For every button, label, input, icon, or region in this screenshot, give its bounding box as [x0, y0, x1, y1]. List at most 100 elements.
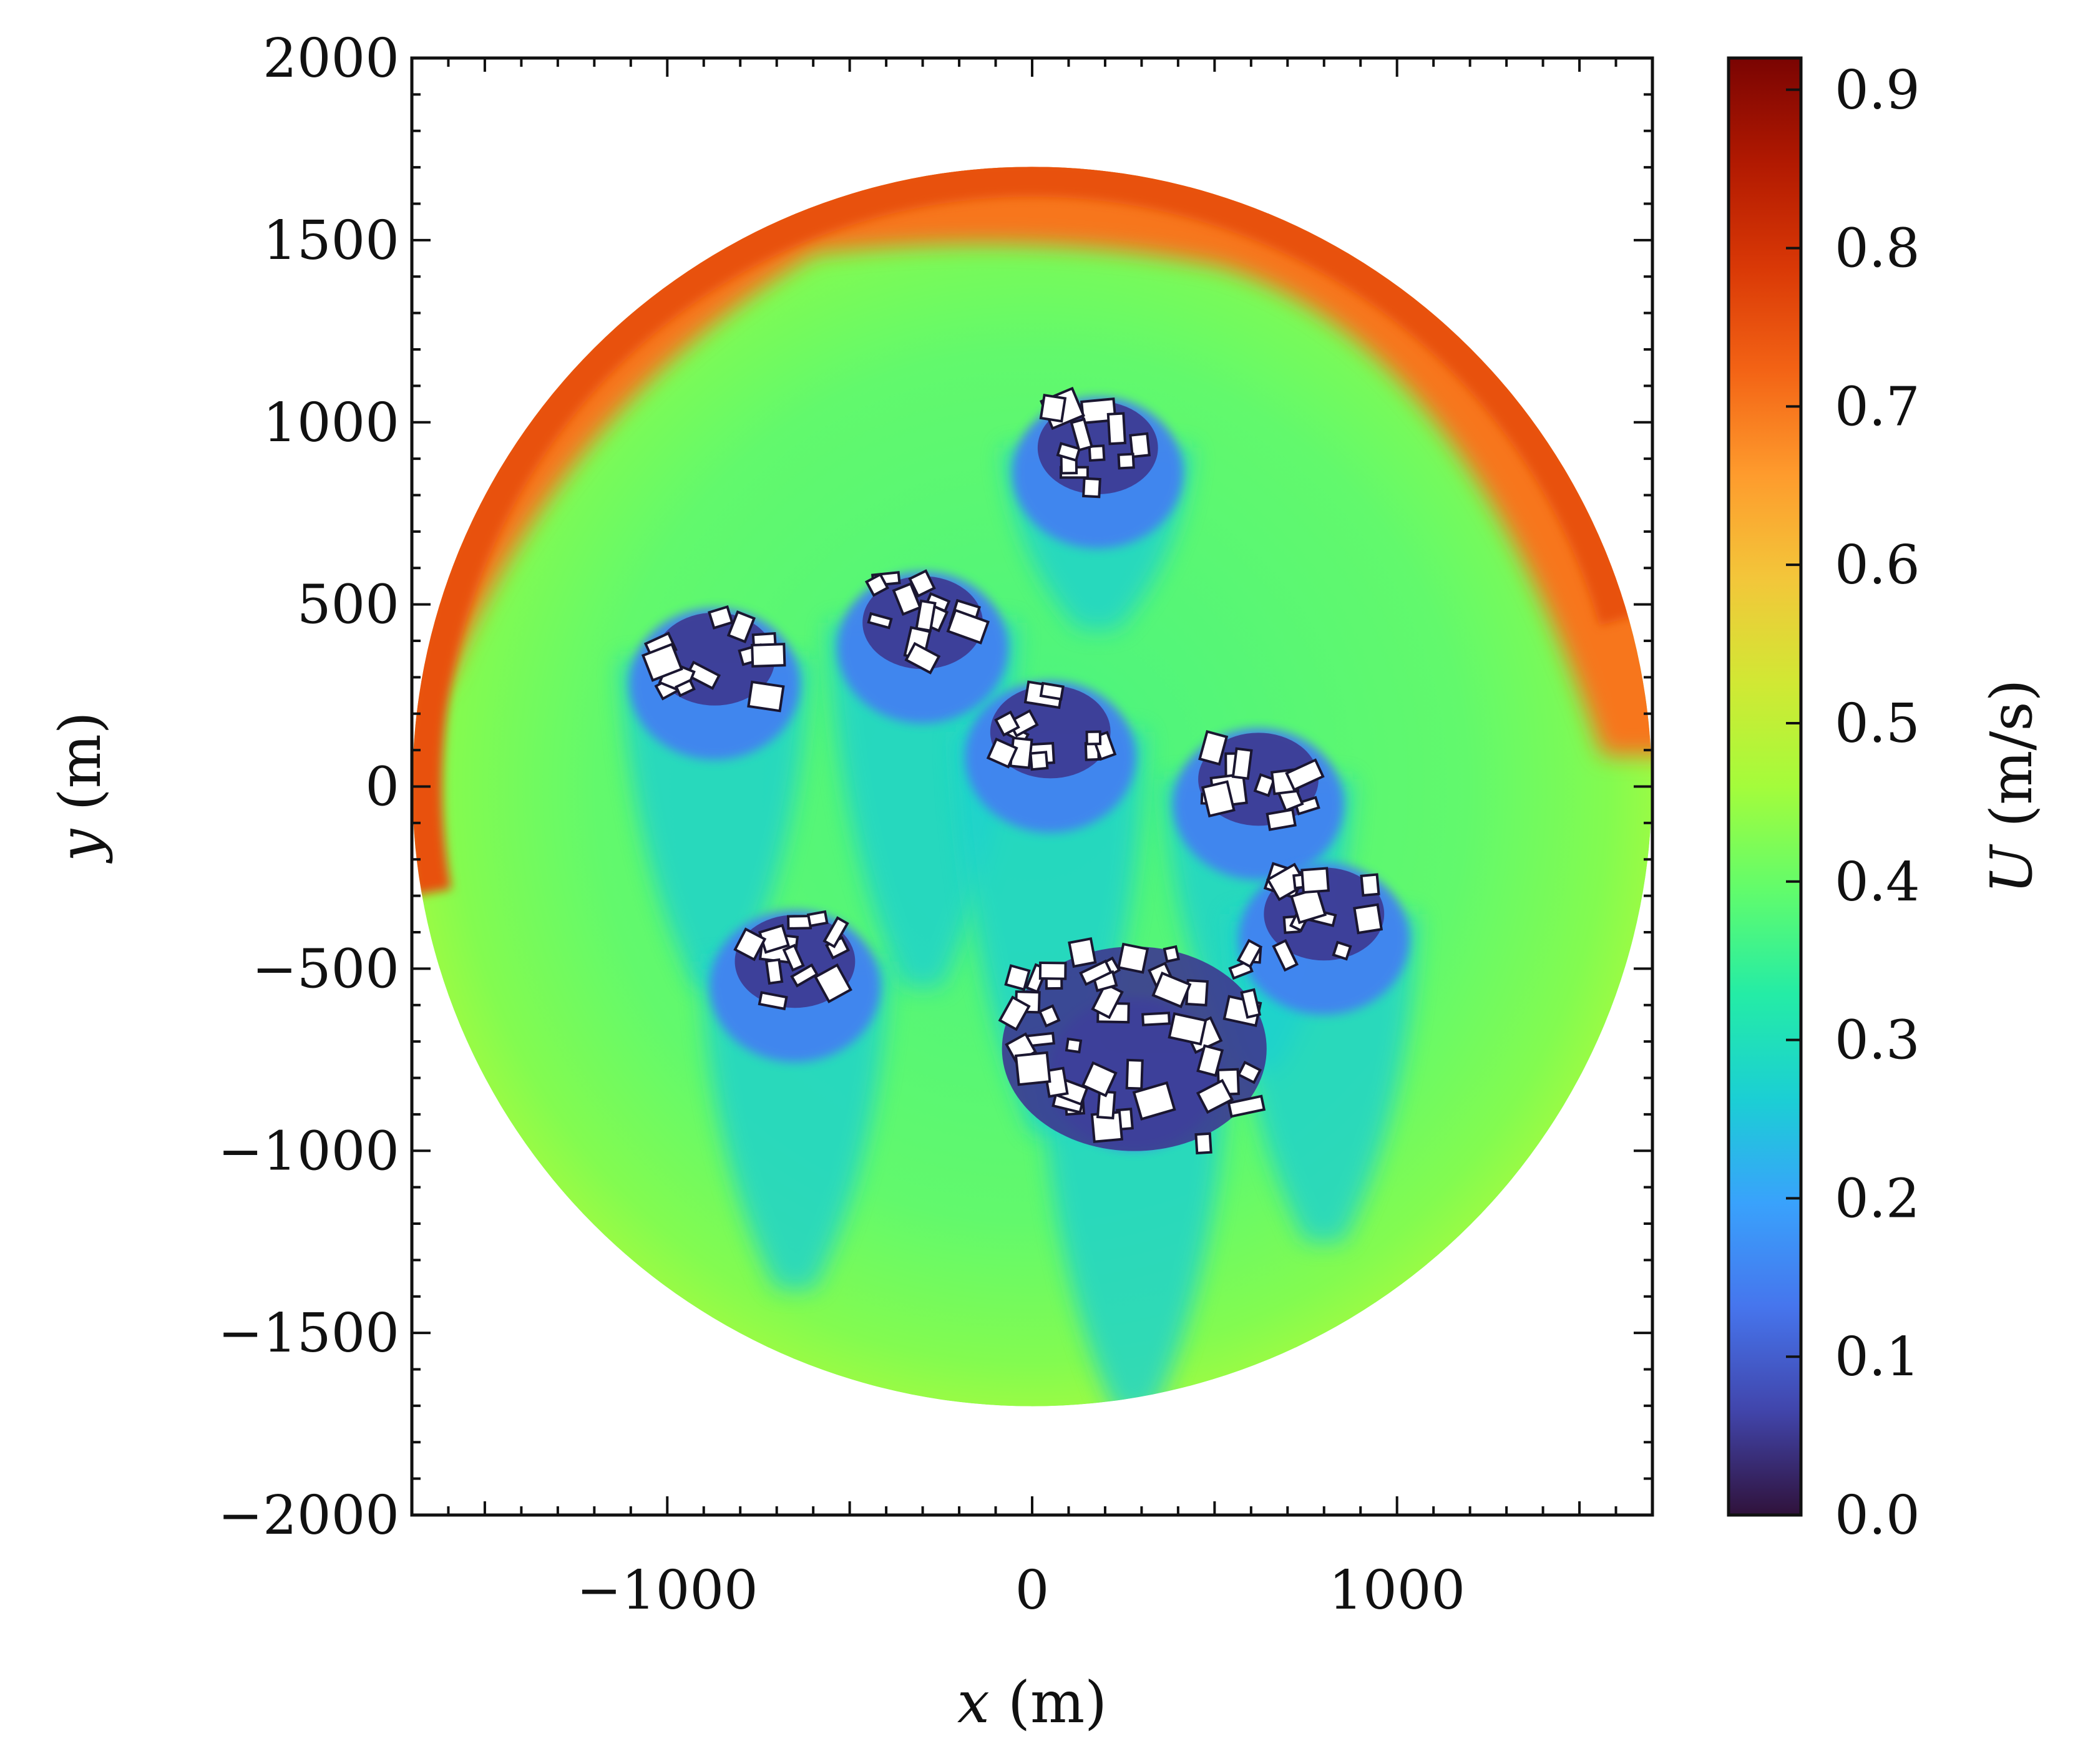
building	[1029, 751, 1049, 771]
building	[790, 963, 819, 988]
building	[1117, 452, 1135, 470]
building	[1253, 773, 1276, 797]
building	[1132, 1081, 1176, 1121]
colorbar-tick-label: 0.8	[1835, 218, 1920, 280]
building	[1163, 945, 1180, 963]
building-cluster-5	[733, 910, 856, 1011]
building	[1236, 938, 1263, 968]
building	[1039, 681, 1065, 701]
building	[1070, 417, 1093, 452]
building	[1081, 1061, 1118, 1098]
building	[1068, 937, 1097, 968]
y-tick-label: 1500	[263, 210, 399, 272]
building	[986, 737, 1018, 769]
building	[1237, 1060, 1262, 1084]
y-tick-label: 500	[297, 574, 399, 636]
building	[1014, 1051, 1051, 1086]
building	[1091, 982, 1124, 1020]
colorbar-tick-label: 0.0	[1835, 1484, 1920, 1547]
building	[675, 678, 696, 698]
building	[1082, 477, 1101, 499]
colorbar: 0.0 0.1 0.2 0.3 0.4 0.5 0.6 0.7 0.8 0.9 U (m/s)	[1727, 56, 2045, 1547]
y-tick-label: −500	[252, 938, 399, 1000]
y-axis-label: y (m)	[47, 711, 114, 864]
building	[641, 642, 683, 682]
building	[1004, 964, 1031, 992]
building-cluster-4	[1198, 729, 1325, 831]
building-cluster-6	[998, 937, 1267, 1155]
building	[1151, 972, 1192, 1008]
colorbar-tick-label: 0.1	[1835, 1326, 1920, 1388]
building	[1117, 942, 1149, 974]
building	[1079, 959, 1113, 987]
building	[733, 927, 767, 962]
building	[1196, 1044, 1224, 1078]
building	[708, 605, 734, 630]
building	[1198, 729, 1229, 766]
building-cluster-3	[986, 680, 1117, 779]
building	[1332, 940, 1352, 961]
building-cluster-7	[1263, 862, 1385, 972]
building	[1196, 1079, 1234, 1114]
building	[1240, 988, 1262, 1019]
building	[751, 643, 786, 668]
colorbar-tick-label: 0.7	[1835, 376, 1920, 438]
building	[1039, 393, 1067, 423]
building-cluster-2	[862, 569, 990, 675]
plot-area: −1000 0 1000 −2000 −1500 −1000 −500 0 500 1000 15…	[218, 27, 1654, 1622]
building	[908, 569, 936, 598]
colorbar-label: U (m/s)	[1978, 679, 2045, 894]
x-axis-ticks: −1000 0 1000	[447, 58, 1617, 1622]
x-tick-label: −1000	[577, 1559, 758, 1622]
building	[822, 916, 849, 948]
building	[1038, 961, 1067, 980]
building	[1106, 412, 1127, 446]
building	[864, 572, 889, 597]
colorbar-gradient	[1727, 56, 1803, 1517]
colorbar-tick-label: 0.9	[1835, 59, 1920, 122]
y-tick-label: −1500	[218, 1302, 399, 1365]
building	[1125, 1058, 1144, 1090]
y-tick-label: −1000	[218, 1120, 399, 1182]
building	[1300, 867, 1330, 894]
building	[915, 599, 937, 632]
edge-band-inner	[412, 167, 1652, 1406]
building	[764, 958, 784, 985]
building	[904, 641, 941, 675]
building	[1353, 903, 1383, 935]
colorbar-tick-label: 0.6	[1835, 534, 1920, 597]
building-cluster-1	[641, 605, 786, 713]
building	[1266, 808, 1297, 831]
y-axis-ticks: −2000 −1500 −1000 −500 0 500 1000 1500 2000	[218, 27, 1652, 1547]
y-tick-label: 0	[365, 756, 399, 819]
building	[1227, 1094, 1266, 1118]
building	[782, 943, 805, 972]
building	[998, 995, 1031, 1031]
building	[787, 914, 812, 930]
x-tick-label: 1000	[1329, 1559, 1465, 1622]
building	[946, 608, 990, 645]
building	[685, 660, 721, 690]
building	[1038, 1004, 1061, 1028]
building	[1194, 1132, 1212, 1155]
building	[867, 612, 893, 630]
building-cluster-0	[1037, 386, 1158, 499]
building	[1360, 873, 1380, 897]
y-tick-label: −2000	[218, 1484, 399, 1547]
colorbar-ticks: 0.0 0.1 0.2 0.3 0.4 0.5 0.6 0.7 0.8 0.9	[1786, 59, 1920, 1547]
building	[1065, 1037, 1083, 1054]
building	[747, 680, 785, 713]
building	[806, 910, 829, 928]
building	[1285, 758, 1325, 792]
building	[1088, 444, 1106, 462]
x-tick-label: 0	[1015, 1559, 1050, 1622]
colorbar-tick-label: 0.3	[1835, 1010, 1920, 1072]
building-clusters	[641, 386, 1385, 1155]
building	[1294, 796, 1320, 816]
y-tick-label: 1000	[263, 392, 399, 454]
building	[1201, 780, 1236, 818]
building	[1129, 432, 1151, 459]
colorbar-tick-label: 0.5	[1835, 693, 1920, 755]
building	[814, 963, 852, 1003]
